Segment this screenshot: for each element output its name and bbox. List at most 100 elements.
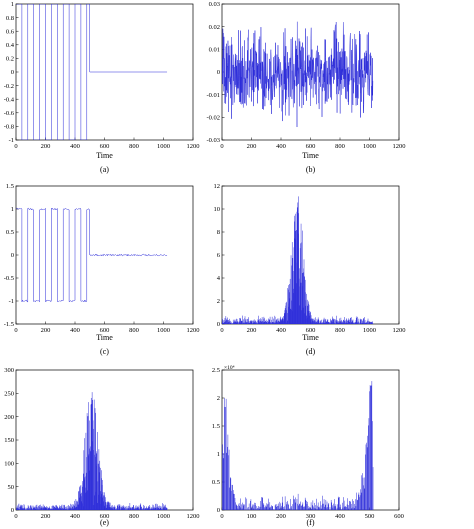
y-tick-label: 2 [217, 395, 220, 402]
chart-panel-5: 0 200 400 600 800 1000 1200 300 250 200 150 100 50 0 (… [4, 367, 199, 527]
y-tick-label: 1.5 [6, 183, 14, 190]
chart-panel-2: 0 200 400 600 800 1000 1200 0.03 0.02 0.01 0 -0.01 -… [206, 1, 405, 174]
y-tick-label: -0.4 [4, 96, 15, 103]
y-tick-label: 12 [214, 183, 221, 190]
y-tick-label: 6 [217, 252, 221, 259]
x-tick-label: 400 [276, 327, 286, 334]
x-tick-label: 600 [100, 143, 110, 150]
y-exponent-label: ×10⁴ [224, 365, 235, 371]
x-tick-label: 400 [70, 143, 80, 150]
y-tick-label: 0.02 [209, 24, 220, 31]
y-tick-label: 2 [217, 298, 220, 305]
y-tick-label: 1 [217, 451, 220, 458]
panel-caption: (d) [306, 347, 316, 356]
x-tick-label: 300 [306, 513, 316, 520]
x-tick-label: 200 [41, 143, 51, 150]
y-tick-label: 1.5 [212, 423, 220, 430]
x-tick-label: 600 [306, 327, 316, 334]
y-tick-label: 2.5 [212, 367, 220, 374]
y-tick-label: 0.03 [209, 1, 220, 8]
y-tick-label: 1 [11, 1, 14, 8]
x-tick-label: 0 [220, 513, 223, 520]
y-tick-label: 0.5 [6, 229, 14, 236]
y-tick-label: 300 [4, 367, 14, 374]
y-tick-label: -0.01 [206, 92, 220, 99]
y-tick-label: -0.03 [206, 137, 220, 144]
x-tick-label: 1200 [187, 513, 200, 520]
y-tick-label: 0 [11, 507, 14, 514]
y-tick-label: -1 [9, 137, 14, 144]
y-tick-label: 0.6 [6, 28, 15, 35]
x-tick-label: 200 [41, 327, 51, 334]
plot-area [15, 369, 194, 511]
x-tick-label: 400 [70, 513, 80, 520]
y-tick-label: -0.02 [206, 115, 220, 122]
panel-caption: (a) [100, 165, 109, 174]
y-tick-label: 100 [4, 461, 14, 468]
series-line [222, 381, 374, 510]
x-axis-label: Time [96, 151, 113, 160]
x-tick-label: 400 [276, 143, 286, 150]
x-tick-label: 800 [129, 327, 139, 334]
panel-caption: (f) [307, 518, 315, 527]
series-line [222, 21, 374, 128]
x-tick-label: 0 [220, 143, 223, 150]
chart-panel-1: 0 200 400 600 800 1000 1200 1 0.8 0.6 0.4 0.2 0 -0.2 -… [4, 1, 200, 174]
y-tick-label: -0.5 [4, 275, 14, 282]
y-tick-label: 10 [214, 206, 221, 213]
panel-caption: (b) [306, 165, 316, 174]
x-tick-label: 600 [100, 327, 110, 334]
y-tick-label: 150 [4, 437, 14, 444]
x-tick-label: 100 [247, 513, 257, 520]
plot-area [15, 185, 194, 325]
x-tick-label: 600 [100, 513, 110, 520]
series-line [222, 196, 374, 324]
x-tick-label: 0 [14, 143, 17, 150]
chart-panel-6: 0 100 200 300 400 500 600 2.5 2 1.5 1 0.5 0 ×10⁴ (f) [212, 365, 404, 527]
y-tick-label: 0 [217, 507, 220, 514]
x-tick-label: 200 [247, 143, 257, 150]
x-tick-label: 1200 [393, 143, 406, 150]
y-tick-label: 0 [11, 69, 14, 76]
y-tick-label: 0 [11, 252, 14, 259]
y-tick-label: 200 [4, 414, 14, 421]
x-tick-label: 1000 [157, 513, 170, 520]
x-tick-label: 800 [335, 143, 345, 150]
y-tick-label: 0.4 [6, 42, 15, 49]
x-tick-label: 1000 [363, 327, 376, 334]
y-tick-label: 0.5 [212, 479, 220, 486]
x-tick-label: 1200 [187, 327, 200, 334]
panel-caption: (c) [100, 347, 109, 356]
y-tick-label: 1 [11, 206, 14, 213]
x-axis-label: Time [96, 333, 113, 342]
y-tick-label: 0.01 [209, 47, 220, 54]
y-tick-label: 250 [4, 391, 14, 398]
x-tick-label: 800 [129, 143, 139, 150]
x-tick-label: 1200 [187, 143, 200, 150]
y-tick-label: -0.2 [4, 83, 14, 90]
x-tick-label: 200 [41, 513, 51, 520]
series-line [16, 4, 168, 140]
chart-panel-4: 0 200 400 600 800 1000 1200 12 10 8 6 4 2 0 Time (d) [214, 183, 406, 356]
series-line [16, 392, 168, 510]
x-tick-label: 1200 [393, 327, 406, 334]
y-tick-label: -1 [9, 298, 14, 305]
y-tick-label: -0.6 [4, 110, 15, 117]
plot-area [221, 185, 400, 325]
x-tick-label: 1000 [157, 327, 170, 334]
x-tick-label: 0 [14, 327, 17, 334]
y-tick-label: -1.5 [4, 321, 14, 328]
series-line [16, 207, 168, 303]
x-tick-label: 800 [335, 327, 345, 334]
x-tick-label: 800 [129, 513, 139, 520]
y-tick-label: 50 [8, 484, 15, 491]
x-tick-label: 600 [306, 143, 316, 150]
y-tick-label: 0 [217, 321, 220, 328]
y-tick-label: 0 [217, 69, 220, 76]
x-axis-label: Time [302, 151, 319, 160]
chart-panel-3: 0 200 400 600 800 1000 1200 1.5 1 0.5 0 -0.5 -1 -1.5 T… [4, 183, 200, 356]
y-tick-label: 0.2 [6, 56, 14, 63]
x-tick-label: 0 [14, 513, 17, 520]
y-tick-label: 4 [217, 275, 221, 282]
